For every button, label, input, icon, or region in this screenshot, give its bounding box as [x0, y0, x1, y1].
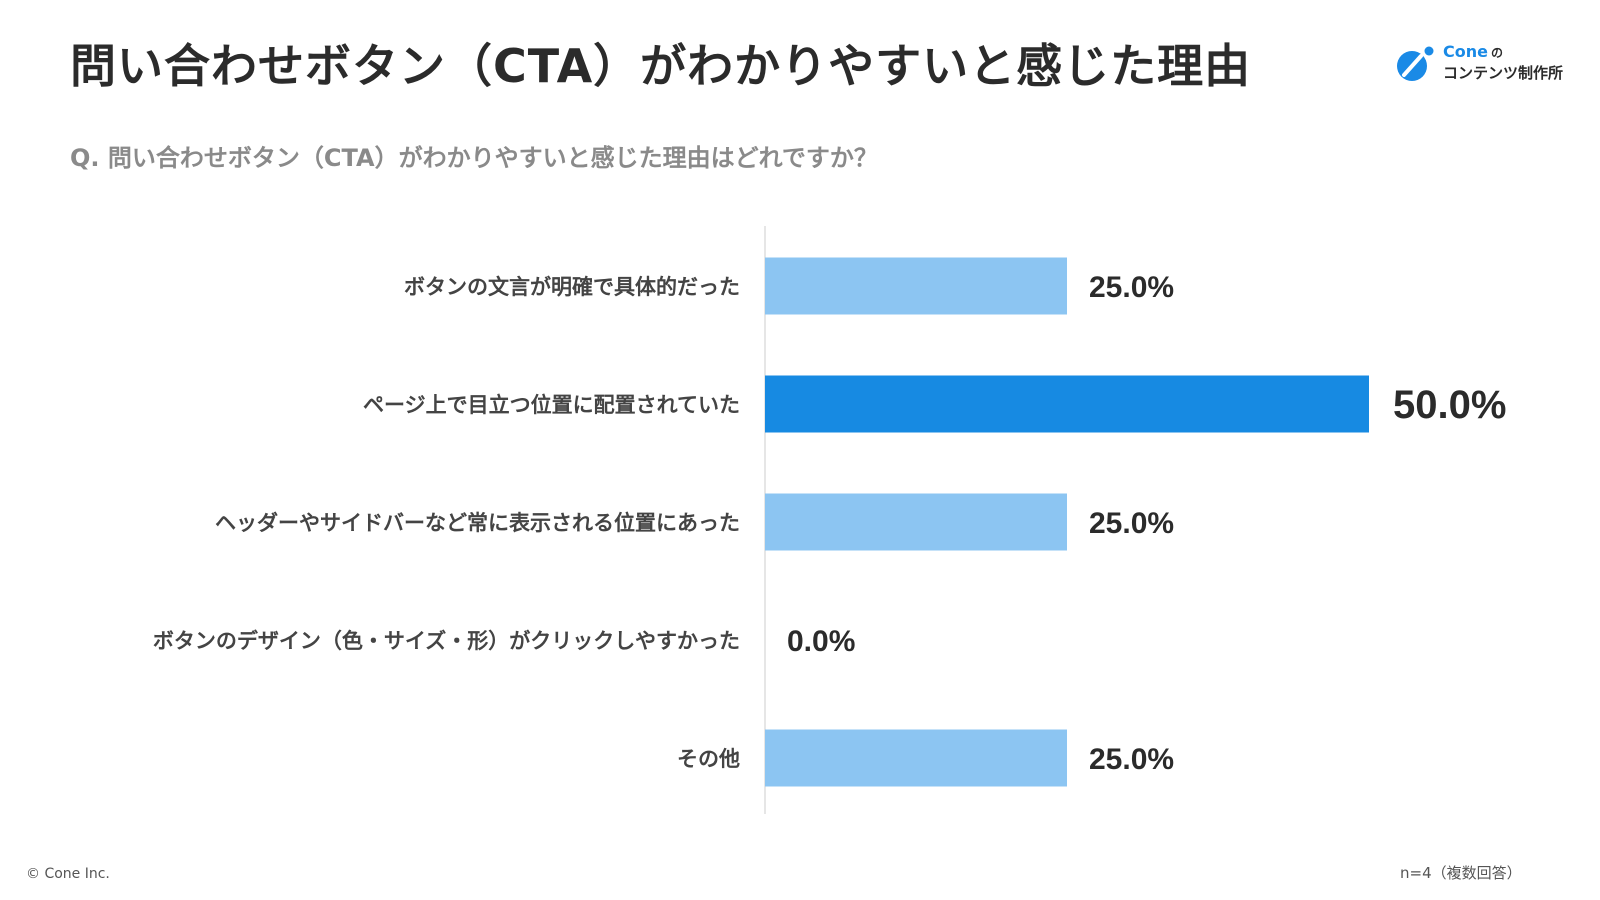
bar: [765, 493, 1067, 551]
data-label: 25.0%: [1089, 271, 1174, 304]
category-label: ボタンのデザイン（色・サイズ・形）がクリックしやすかった: [153, 629, 740, 653]
survey-question: Q. 問い合わせボタン（CTA）がわかりやすいと感じた理由はどれですか？: [70, 144, 878, 172]
logo-tagline: コンテンツ制作所: [1443, 64, 1564, 82]
data-label: 50.0%: [1393, 383, 1506, 427]
page-title: 問い合わせボタン（CTA）がわかりやすいと感じた理由: [70, 39, 1252, 93]
category-label: ページ上で目立つ位置に配置されていた: [363, 393, 740, 417]
logo-particle: の: [1490, 46, 1503, 60]
category-label: その他: [677, 747, 740, 771]
cone-logo-icon: [1397, 46, 1434, 81]
data-label: 0.0%: [787, 625, 855, 658]
sample-size-note: n=4（複数回答）: [1400, 864, 1522, 882]
logo-brand-name: Cone: [1443, 42, 1488, 61]
bar: [765, 729, 1067, 787]
data-label: 25.0%: [1089, 507, 1174, 540]
bar: [765, 375, 1369, 433]
logo: Cone の コンテンツ制作所: [1395, 40, 1585, 90]
bar: [765, 257, 1067, 315]
data-label: 25.0%: [1089, 743, 1174, 776]
category-label: ヘッダーやサイドバーなど常に表示される位置にあった: [215, 511, 740, 535]
copyright: © Cone Inc.: [26, 866, 110, 882]
category-label: ボタンの文言が明確で具体的だった: [404, 275, 740, 299]
logo-brand: Cone の: [1443, 42, 1503, 61]
